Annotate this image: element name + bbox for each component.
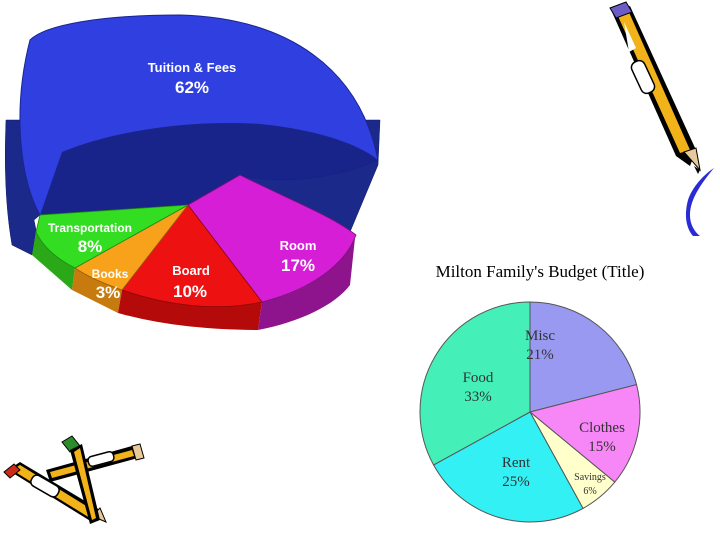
budget-value-clothes: 15% (588, 439, 616, 455)
pie3d-value-room: 17% (281, 256, 315, 275)
budget-chart-title: Milton Family's Budget (Title) (436, 262, 645, 281)
budget-value-rent: 25% (502, 474, 530, 490)
budget-label-clothes: Clothes (579, 420, 625, 436)
pie3d-label-tuition-fees: Tuition & Fees (148, 60, 237, 75)
pie3d-label-transportation: Transportation (48, 221, 132, 235)
budget-label-rent: Rent (502, 455, 531, 471)
budget-label-savings: Savings (574, 472, 606, 483)
pie3d-value-books: 3% (96, 283, 121, 302)
pie3d-slice-room (187, 174, 357, 303)
pie3d-slice-transportation (35, 204, 189, 269)
pie3d-label-books: Books (92, 267, 129, 281)
budget-value-misc: 21% (526, 347, 554, 363)
budget-slice-food (419, 301, 531, 466)
pie3d-slice-board (121, 204, 263, 308)
pencils-icon (3, 435, 145, 524)
budget-value-savings: 6% (583, 486, 596, 497)
pie3d-wall-transportation (32, 232, 75, 290)
budget-value-food: 33% (464, 389, 492, 405)
college-cost-pie-chart: Tuition & Fees 62% Transportation 8% Boo… (5, 14, 381, 330)
pie3d-wall-books (72, 268, 122, 313)
budget-slice-rent (432, 411, 584, 523)
pie3d-value-board: 10% (173, 282, 207, 301)
pie3d-label-room: Room (280, 238, 317, 253)
pencil-icon (609, 1, 714, 236)
budget-slice-clothes (528, 384, 641, 483)
pie3d-label-board: Board (172, 263, 210, 278)
budget-label-misc: Misc (525, 328, 555, 344)
pie3d-wall-room (258, 238, 355, 330)
pie3d-tuition-shade (40, 123, 378, 215)
budget-label-food: Food (463, 370, 494, 386)
family-budget-pie-chart: Misc 21% Clothes 15% Savings 6% Rent 25% Food 33% (419, 301, 641, 523)
pie3d-value-tuition-fees: 62% (175, 78, 209, 97)
pie3d-value-transportation: 8% (78, 237, 103, 256)
budget-slice-misc (529, 301, 638, 413)
